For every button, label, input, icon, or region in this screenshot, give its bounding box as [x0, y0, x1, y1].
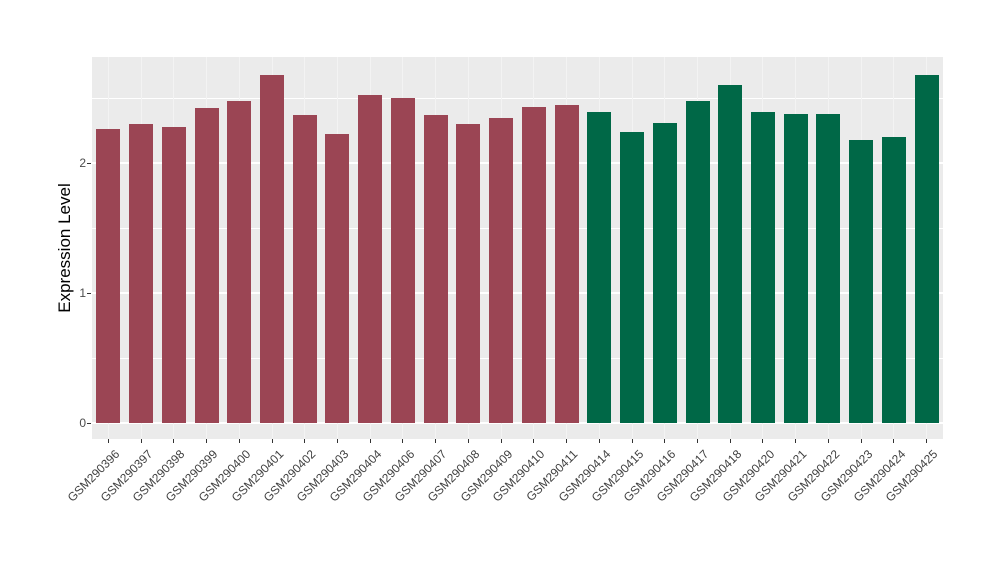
y-tick-label: 1 — [79, 286, 86, 300]
bar-GSM290406 — [390, 98, 415, 423]
bar-GSM290408 — [456, 124, 481, 423]
bar-GSM290411 — [554, 104, 579, 423]
bar-GSM290425 — [914, 74, 939, 423]
x-tick-mark — [631, 439, 633, 443]
x-tick-mark — [729, 439, 731, 443]
gridline-minor — [92, 357, 943, 359]
bar-GSM290416 — [652, 122, 677, 423]
x-tick-mark — [435, 439, 437, 443]
x-tick-mark — [336, 439, 338, 443]
bar-GSM290423 — [849, 139, 874, 423]
x-tick-mark — [467, 439, 469, 443]
gridline-minor — [92, 97, 943, 99]
x-tick-mark — [402, 439, 404, 443]
bar-GSM290414 — [587, 112, 612, 423]
bar-GSM290404 — [358, 95, 383, 423]
bar-GSM290409 — [489, 117, 514, 423]
plot-panel — [92, 57, 943, 439]
x-tick-mark — [206, 439, 208, 443]
x-tick-mark — [271, 439, 273, 443]
y-tick-label: 2 — [79, 156, 86, 170]
bar-GSM290400 — [227, 100, 252, 423]
bar-GSM290424 — [881, 137, 906, 423]
y-tick-label: 0 — [79, 416, 86, 430]
bar-GSM290410 — [521, 107, 546, 423]
y-tick-mark — [87, 292, 91, 294]
gridline-major — [92, 422, 943, 424]
x-tick-mark — [238, 439, 240, 443]
gridline-major — [92, 292, 943, 294]
x-tick-mark — [173, 439, 175, 443]
gridline-major — [92, 162, 943, 164]
x-tick-mark — [566, 439, 568, 443]
x-tick-mark — [533, 439, 535, 443]
x-tick-mark — [140, 439, 142, 443]
x-tick-mark — [926, 439, 928, 443]
bar-GSM290415 — [620, 131, 645, 423]
x-tick-mark — [762, 439, 764, 443]
bar-GSM290401 — [260, 74, 285, 423]
x-tick-mark — [795, 439, 797, 443]
bar-GSM290396 — [96, 129, 121, 423]
x-tick-mark — [893, 439, 895, 443]
x-tick-mark — [304, 439, 306, 443]
bar-GSM290418 — [718, 85, 743, 423]
y-tick-mark — [87, 162, 91, 164]
x-tick-mark — [107, 439, 109, 443]
x-tick-mark — [500, 439, 502, 443]
bar-GSM290422 — [816, 113, 841, 423]
x-tick-mark — [827, 439, 829, 443]
bar-GSM290397 — [129, 124, 154, 423]
bar-GSM290420 — [750, 112, 775, 423]
bar-GSM290417 — [685, 100, 710, 423]
y-tick-mark — [87, 422, 91, 424]
bar-GSM290398 — [161, 126, 186, 423]
bar-GSM290403 — [325, 134, 350, 423]
bar-GSM290407 — [423, 114, 448, 423]
x-tick-mark — [697, 439, 699, 443]
bar-GSM290399 — [194, 108, 219, 423]
x-tick-mark — [369, 439, 371, 443]
x-tick-mark — [664, 439, 666, 443]
gridline-minor — [92, 227, 943, 229]
bar-GSM290402 — [292, 114, 317, 423]
bar-GSM290421 — [783, 113, 808, 423]
x-tick-mark — [598, 439, 600, 443]
x-tick-mark — [860, 439, 862, 443]
